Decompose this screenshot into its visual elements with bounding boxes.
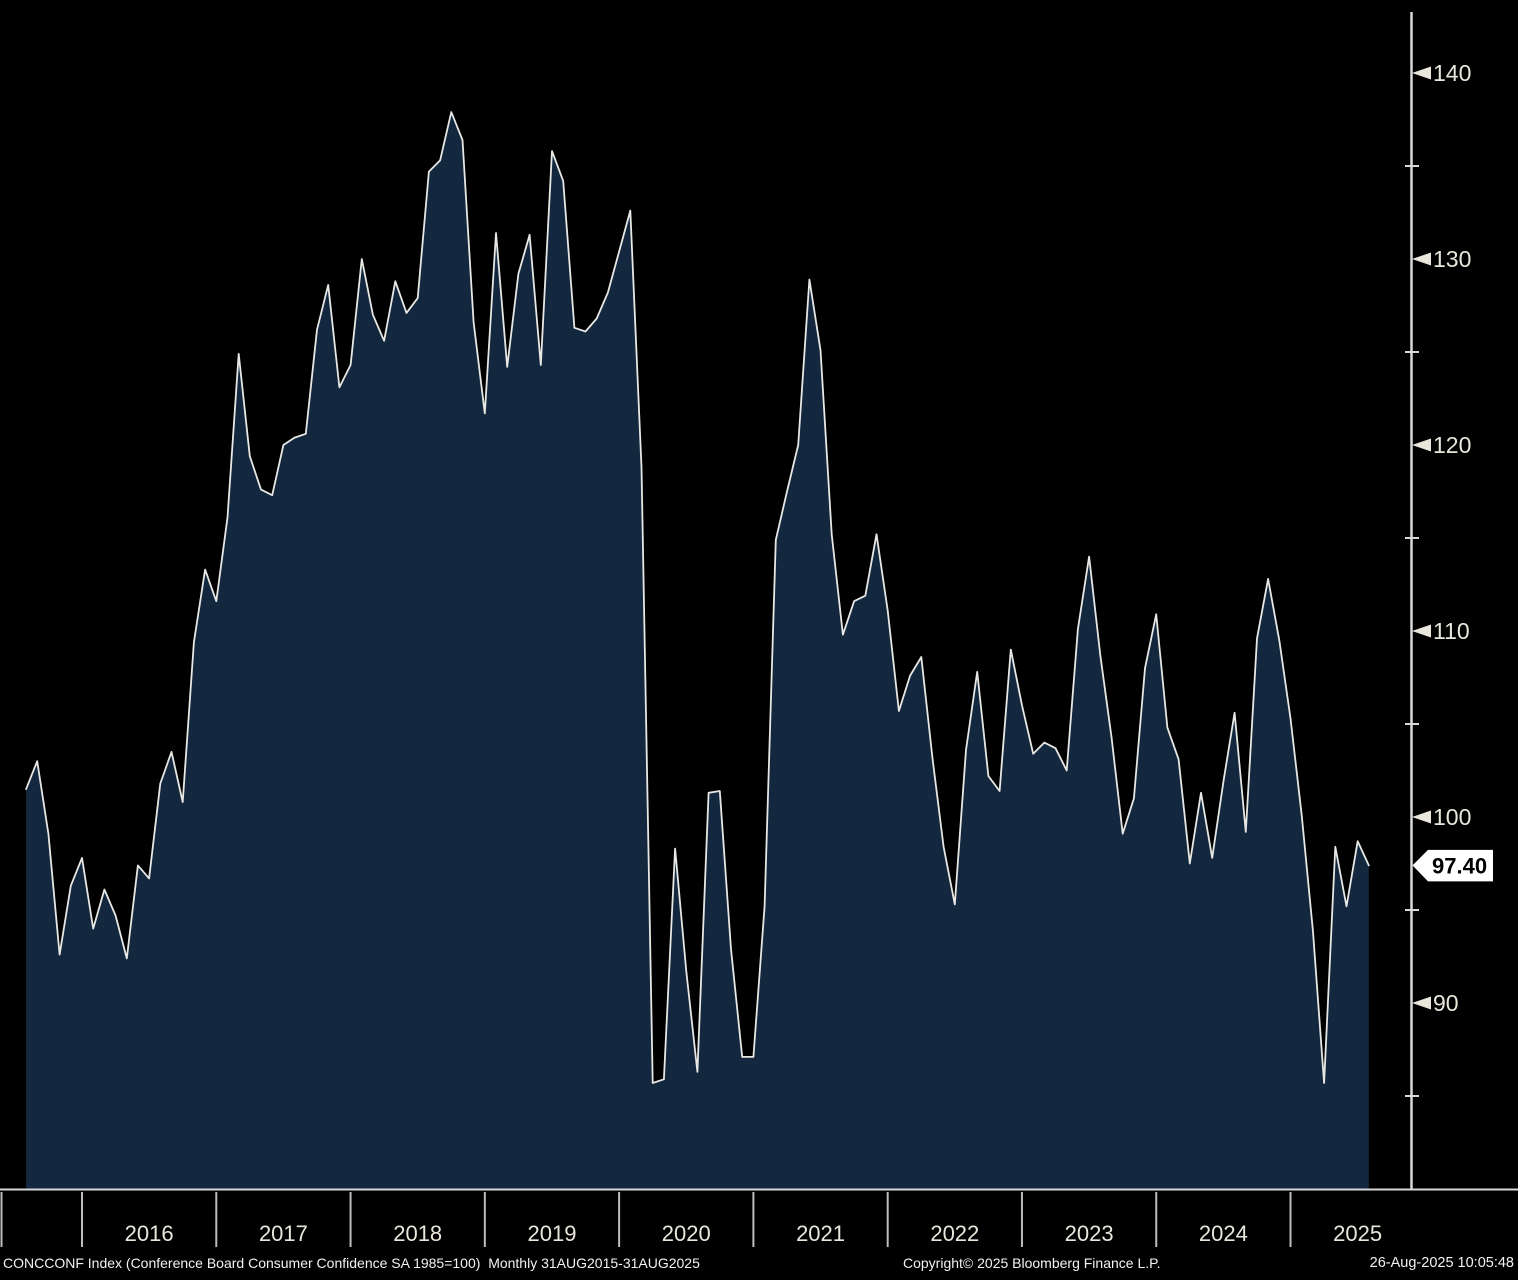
y-tick-label: 110 [1433,618,1470,644]
y-tick-label: 130 [1433,246,1471,272]
y-tick-label: 90 [1433,990,1459,1016]
y-tick-arrow-icon [1412,810,1431,824]
x-tick-label: 2020 [662,1221,711,1246]
x-tick-label: 2018 [393,1221,442,1246]
x-tick-label: 2017 [259,1221,308,1246]
x-tick-label: 2022 [930,1221,979,1246]
status-bar: CONCCONF Index (Conference Board Consume… [0,1248,1518,1280]
x-tick-label: 2021 [796,1221,845,1246]
y-tick-arrow-icon [1412,624,1431,638]
last-value-tag-shape [1412,849,1493,882]
y-tick-arrow-icon [1412,438,1431,452]
x-tick-label: 2016 [125,1221,174,1246]
status-copyright: Copyright© 2025 Bloomberg Finance L.P. [903,1255,1161,1271]
area-fill [26,112,1369,1190]
area-series [25,111,1370,1190]
status-security-info: CONCCONF Index (Conference Board Consume… [3,1255,700,1271]
y-tick-label: 120 [1433,432,1471,458]
y-tick-arrow-icon [1412,66,1431,80]
y-tick-arrow-icon [1412,252,1431,266]
last-value-text: 97.40 [1432,853,1487,878]
y-tick-label: 140 [1433,60,1471,86]
y-tick-label: 100 [1433,804,1471,830]
x-tick-label: 2019 [528,1221,577,1246]
y-axis: 140 130 120 110 100 90 [1405,12,1471,1190]
status-timestamp: 26-Aug-2025 10:05:48 [1369,1255,1514,1271]
y-tick-arrow-icon [1412,996,1431,1010]
x-tick-label: 2024 [1199,1221,1248,1246]
price-line [25,111,1370,1084]
x-tick-label: 2023 [1065,1221,1114,1246]
x-axis: 2016 2017 2018 2019 2020 2021 2022 2023 2024 2025 [0,1188,1518,1247]
x-tick-label: 2025 [1333,1221,1382,1246]
last-value-tag: 97.40 [1412,849,1493,882]
